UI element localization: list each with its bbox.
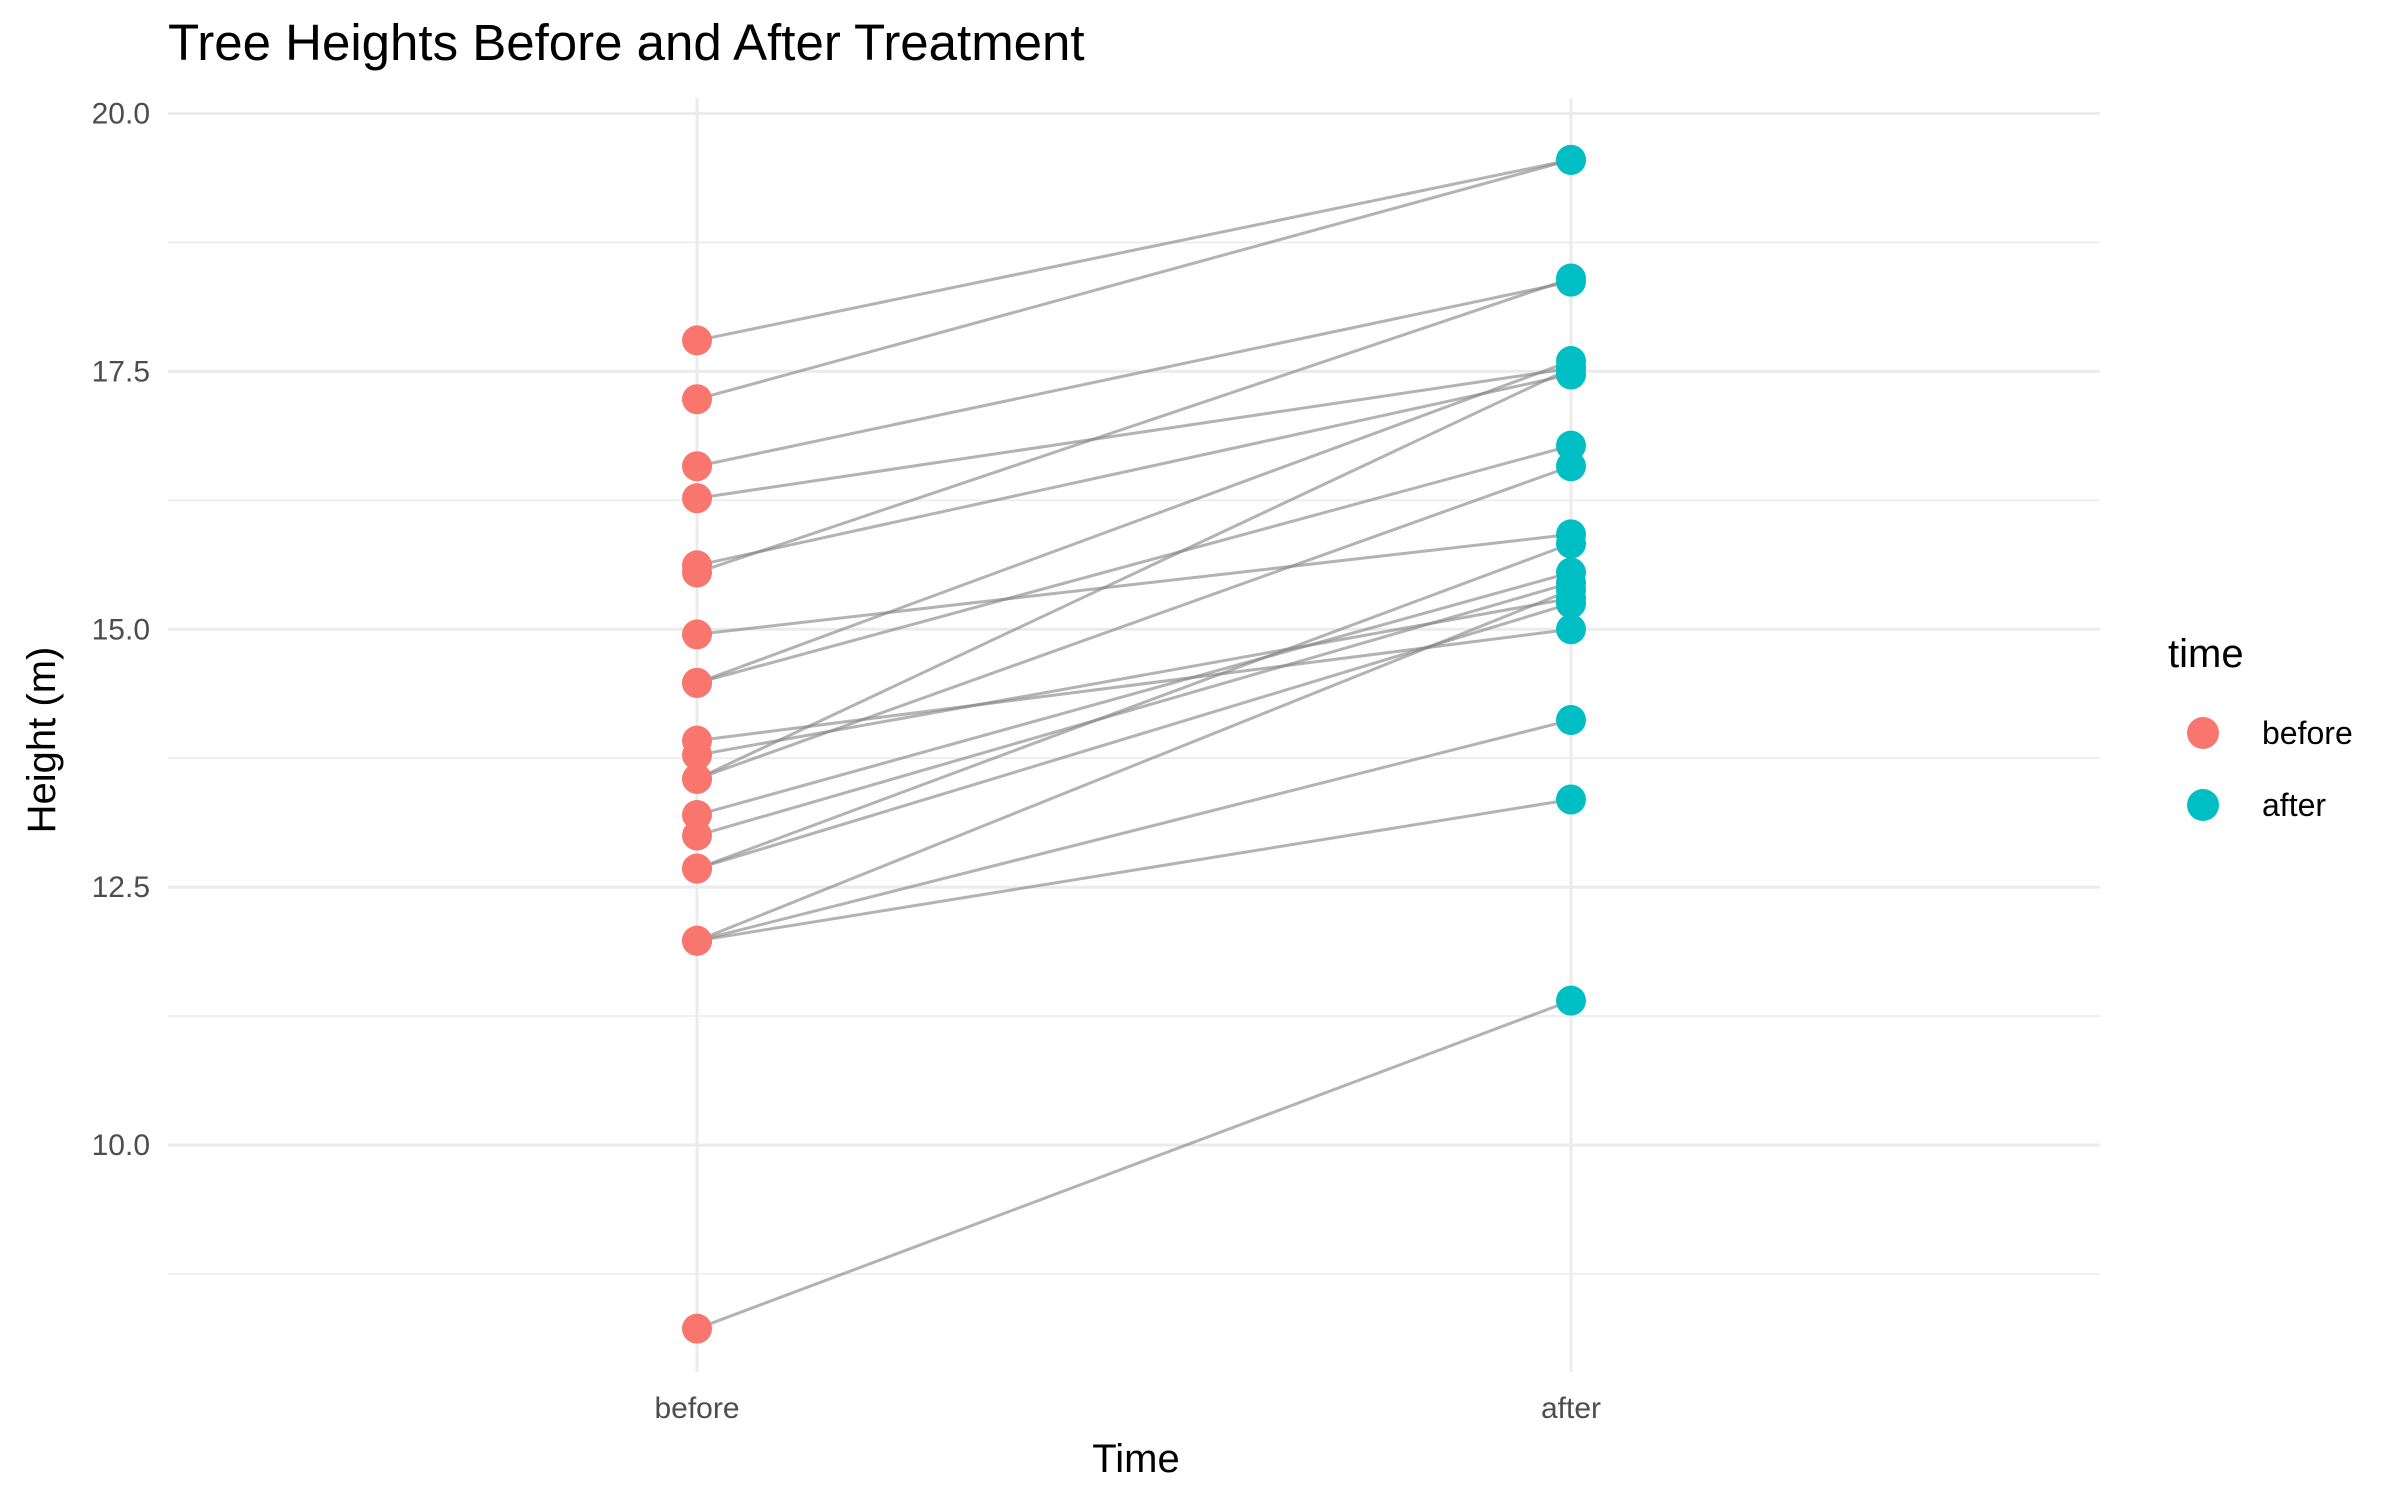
after-point xyxy=(1556,430,1586,461)
pair-lines xyxy=(696,158,1572,1331)
y-axis-ticks: 10.0 12.5 15.0 17.5 20.0 xyxy=(92,97,150,1162)
before-point xyxy=(682,1313,712,1344)
after-point xyxy=(1556,985,1586,1016)
pair-line xyxy=(696,464,1572,781)
pair-line xyxy=(696,999,1572,1331)
legend: time before after xyxy=(2168,632,2353,823)
pair-line xyxy=(696,277,1572,574)
pair-line xyxy=(696,542,1572,870)
y-axis-title: Height (m) xyxy=(20,647,64,834)
pair-line xyxy=(696,359,1572,685)
before-point xyxy=(682,763,712,794)
before-point xyxy=(682,483,712,514)
before-point xyxy=(682,820,712,851)
pair-line xyxy=(696,571,1572,817)
legend-label-before: before xyxy=(2262,715,2353,751)
pair-line xyxy=(696,444,1572,685)
y-tick-label: 17.5 xyxy=(92,355,150,388)
before-point xyxy=(682,557,712,588)
grid-lines xyxy=(168,98,2100,1372)
y-tick-label: 15.0 xyxy=(92,613,150,646)
before-point xyxy=(682,325,712,356)
pair-line xyxy=(696,158,1572,401)
pair-line xyxy=(696,366,1572,781)
pair-line xyxy=(696,280,1572,468)
legend-label-after: after xyxy=(2262,787,2326,823)
y-tick-label: 20.0 xyxy=(92,97,150,130)
before-point xyxy=(682,853,712,884)
before-point xyxy=(682,799,712,830)
before-point xyxy=(682,740,712,771)
after-point xyxy=(1556,614,1586,645)
after-point xyxy=(1556,528,1586,559)
after-point xyxy=(1556,451,1586,482)
pair-line xyxy=(696,718,1572,943)
after-point xyxy=(1556,705,1586,736)
after-point xyxy=(1556,353,1586,384)
chart-title: Tree Heights Before and After Treatment xyxy=(168,14,1085,71)
before-point xyxy=(682,619,712,650)
y-tick-label: 12.5 xyxy=(92,871,150,904)
pair-line xyxy=(696,366,1572,500)
pair-line xyxy=(696,588,1572,943)
x-axis-title: Time xyxy=(1092,1437,1179,1481)
pair-line xyxy=(696,158,1572,342)
legend-key-after xyxy=(2187,789,2219,821)
after-point xyxy=(1556,575,1586,606)
x-tick-label: before xyxy=(654,1392,739,1425)
before-point xyxy=(682,384,712,415)
y-tick-label: 10.0 xyxy=(92,1129,150,1162)
before-point xyxy=(682,451,712,482)
x-axis-ticks: before after xyxy=(654,1392,1601,1425)
pair-line xyxy=(696,797,1572,943)
after-point xyxy=(1556,784,1586,815)
x-tick-label: after xyxy=(1541,1392,1601,1425)
after-point xyxy=(1556,144,1586,175)
pair-line xyxy=(696,372,1572,567)
before-point xyxy=(682,925,712,956)
legend-key-before xyxy=(2187,717,2219,749)
pair-line xyxy=(696,532,1572,636)
data-points xyxy=(682,144,1586,1344)
pair-line xyxy=(696,581,1572,838)
before-point xyxy=(682,667,712,698)
after-point xyxy=(1556,263,1586,294)
legend-title: time xyxy=(2168,632,2244,676)
